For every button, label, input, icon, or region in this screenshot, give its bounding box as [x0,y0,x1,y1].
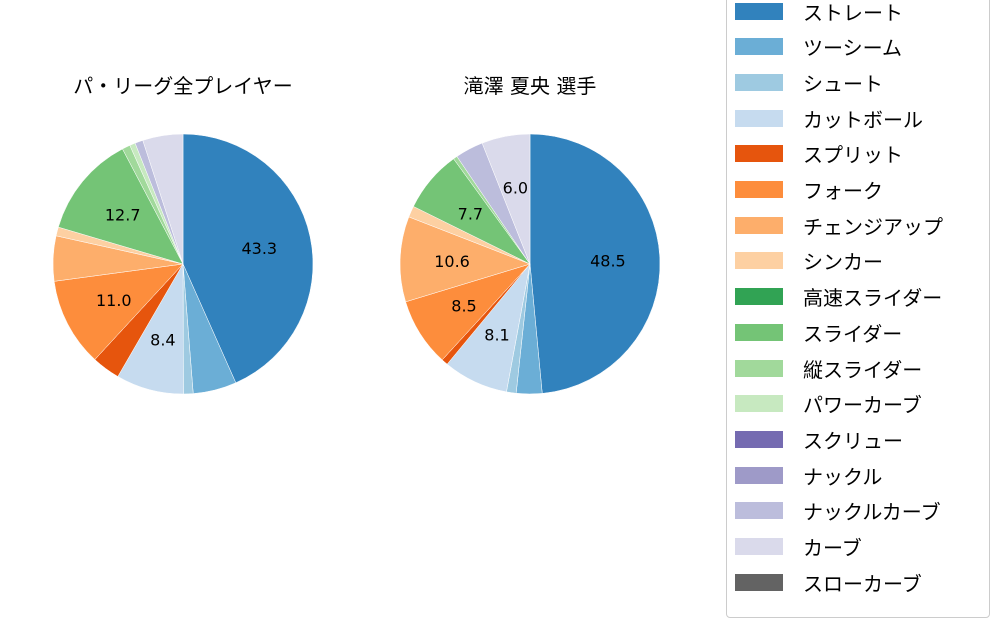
left-chart-title: パ・リーグ全プレイヤー [73,74,293,98]
legend-item: スライダー [735,320,903,346]
legend-swatch [735,359,783,377]
legend-swatch [735,573,783,591]
legend-swatch [735,252,783,270]
pie-slice [142,133,184,265]
legend-label: ストレート [803,0,903,25]
slice-value-label: 48.5 [590,251,626,270]
legend-swatch [735,323,783,341]
legend-item: カットボール [735,106,923,132]
right-chart-title: 滝澤 夏央 選手 [463,74,597,98]
legend-swatch [735,38,783,56]
legend-item: シンカー [735,249,883,275]
legend-swatch [735,466,783,484]
legend-item: ナックルカーブ [735,499,941,525]
legend-label: シュート [803,71,883,96]
legend-swatch [735,73,783,91]
slice-value-label: 12.7 [105,206,141,225]
legend-label: パワーカーブ [803,393,922,418]
pie-slice [399,216,531,303]
legend-item: スクリュー [735,427,903,453]
legend-item: カーブ [735,535,862,560]
slice-value-label: 6.0 [503,178,528,197]
legend-label: シンカー [803,250,883,275]
legend-item: スプリット [735,142,903,168]
slice-value-label: 10.6 [434,252,470,271]
legend-item: スローカーブ [735,570,922,596]
legend-item: チェンジアップ [735,213,943,239]
legend-item: ストレート [735,0,903,25]
pie-slice [481,133,531,265]
slice-value-label: 8.5 [451,297,476,316]
legend-item: 縦スライダー [735,356,923,382]
slice-value-label: 8.4 [150,330,175,349]
legend-swatch [735,502,783,520]
pie-slice [53,263,184,360]
legend-label: スライダー [803,321,903,346]
pie-slice [182,133,314,384]
legend-swatch [735,2,783,20]
legend-item: シュート [735,70,883,96]
legend-swatch [735,145,783,163]
legend-item: フォーク [735,178,883,203]
slice-value-label: 7.7 [458,205,483,224]
legend-label: 縦スライダー [803,357,923,382]
slice-value-label: 43.3 [241,239,277,258]
slice-value-label: 11.0 [96,291,132,310]
legend-item: ツーシーム [735,35,902,61]
legend-swatch [735,288,783,306]
legend-item: 高速スライダー [735,285,943,311]
legend-swatch [735,109,783,127]
legend-label: スクリュー [803,428,903,453]
legend-label: ツーシーム [803,36,902,61]
pie-charts: 43.3 8.4 11.0 12.7 48.5 8.1 8.5 10.6 7.7 6.0 [52,133,661,395]
legend-label: ナックル [803,464,883,489]
legend-swatch [735,395,783,413]
legend-item: パワーカーブ [735,392,922,418]
legend-label: フォーク [803,179,883,203]
legend-item: ナックル [735,463,883,489]
legend-label: 高速スライダー [803,286,943,311]
slice-value-label: 8.1 [484,326,509,345]
legend-swatch [735,430,783,448]
legend-label: スローカーブ [803,571,922,596]
pie-slice [58,148,184,265]
legend-label: ナックルカーブ [803,500,941,525]
legend: ストレートツーシームシュートカットボール スプリットフォークチェンジアップ シンカー… [726,0,990,618]
legend-label: チェンジアップ [803,214,943,239]
legend-swatch [735,181,783,198]
legend-swatch [735,216,783,234]
pie-slice [529,133,661,394]
legend-label: カーブ [803,536,862,560]
legend-label: カットボール [803,107,923,132]
legend-label: スプリット [803,143,903,168]
legend-swatch [735,538,783,555]
